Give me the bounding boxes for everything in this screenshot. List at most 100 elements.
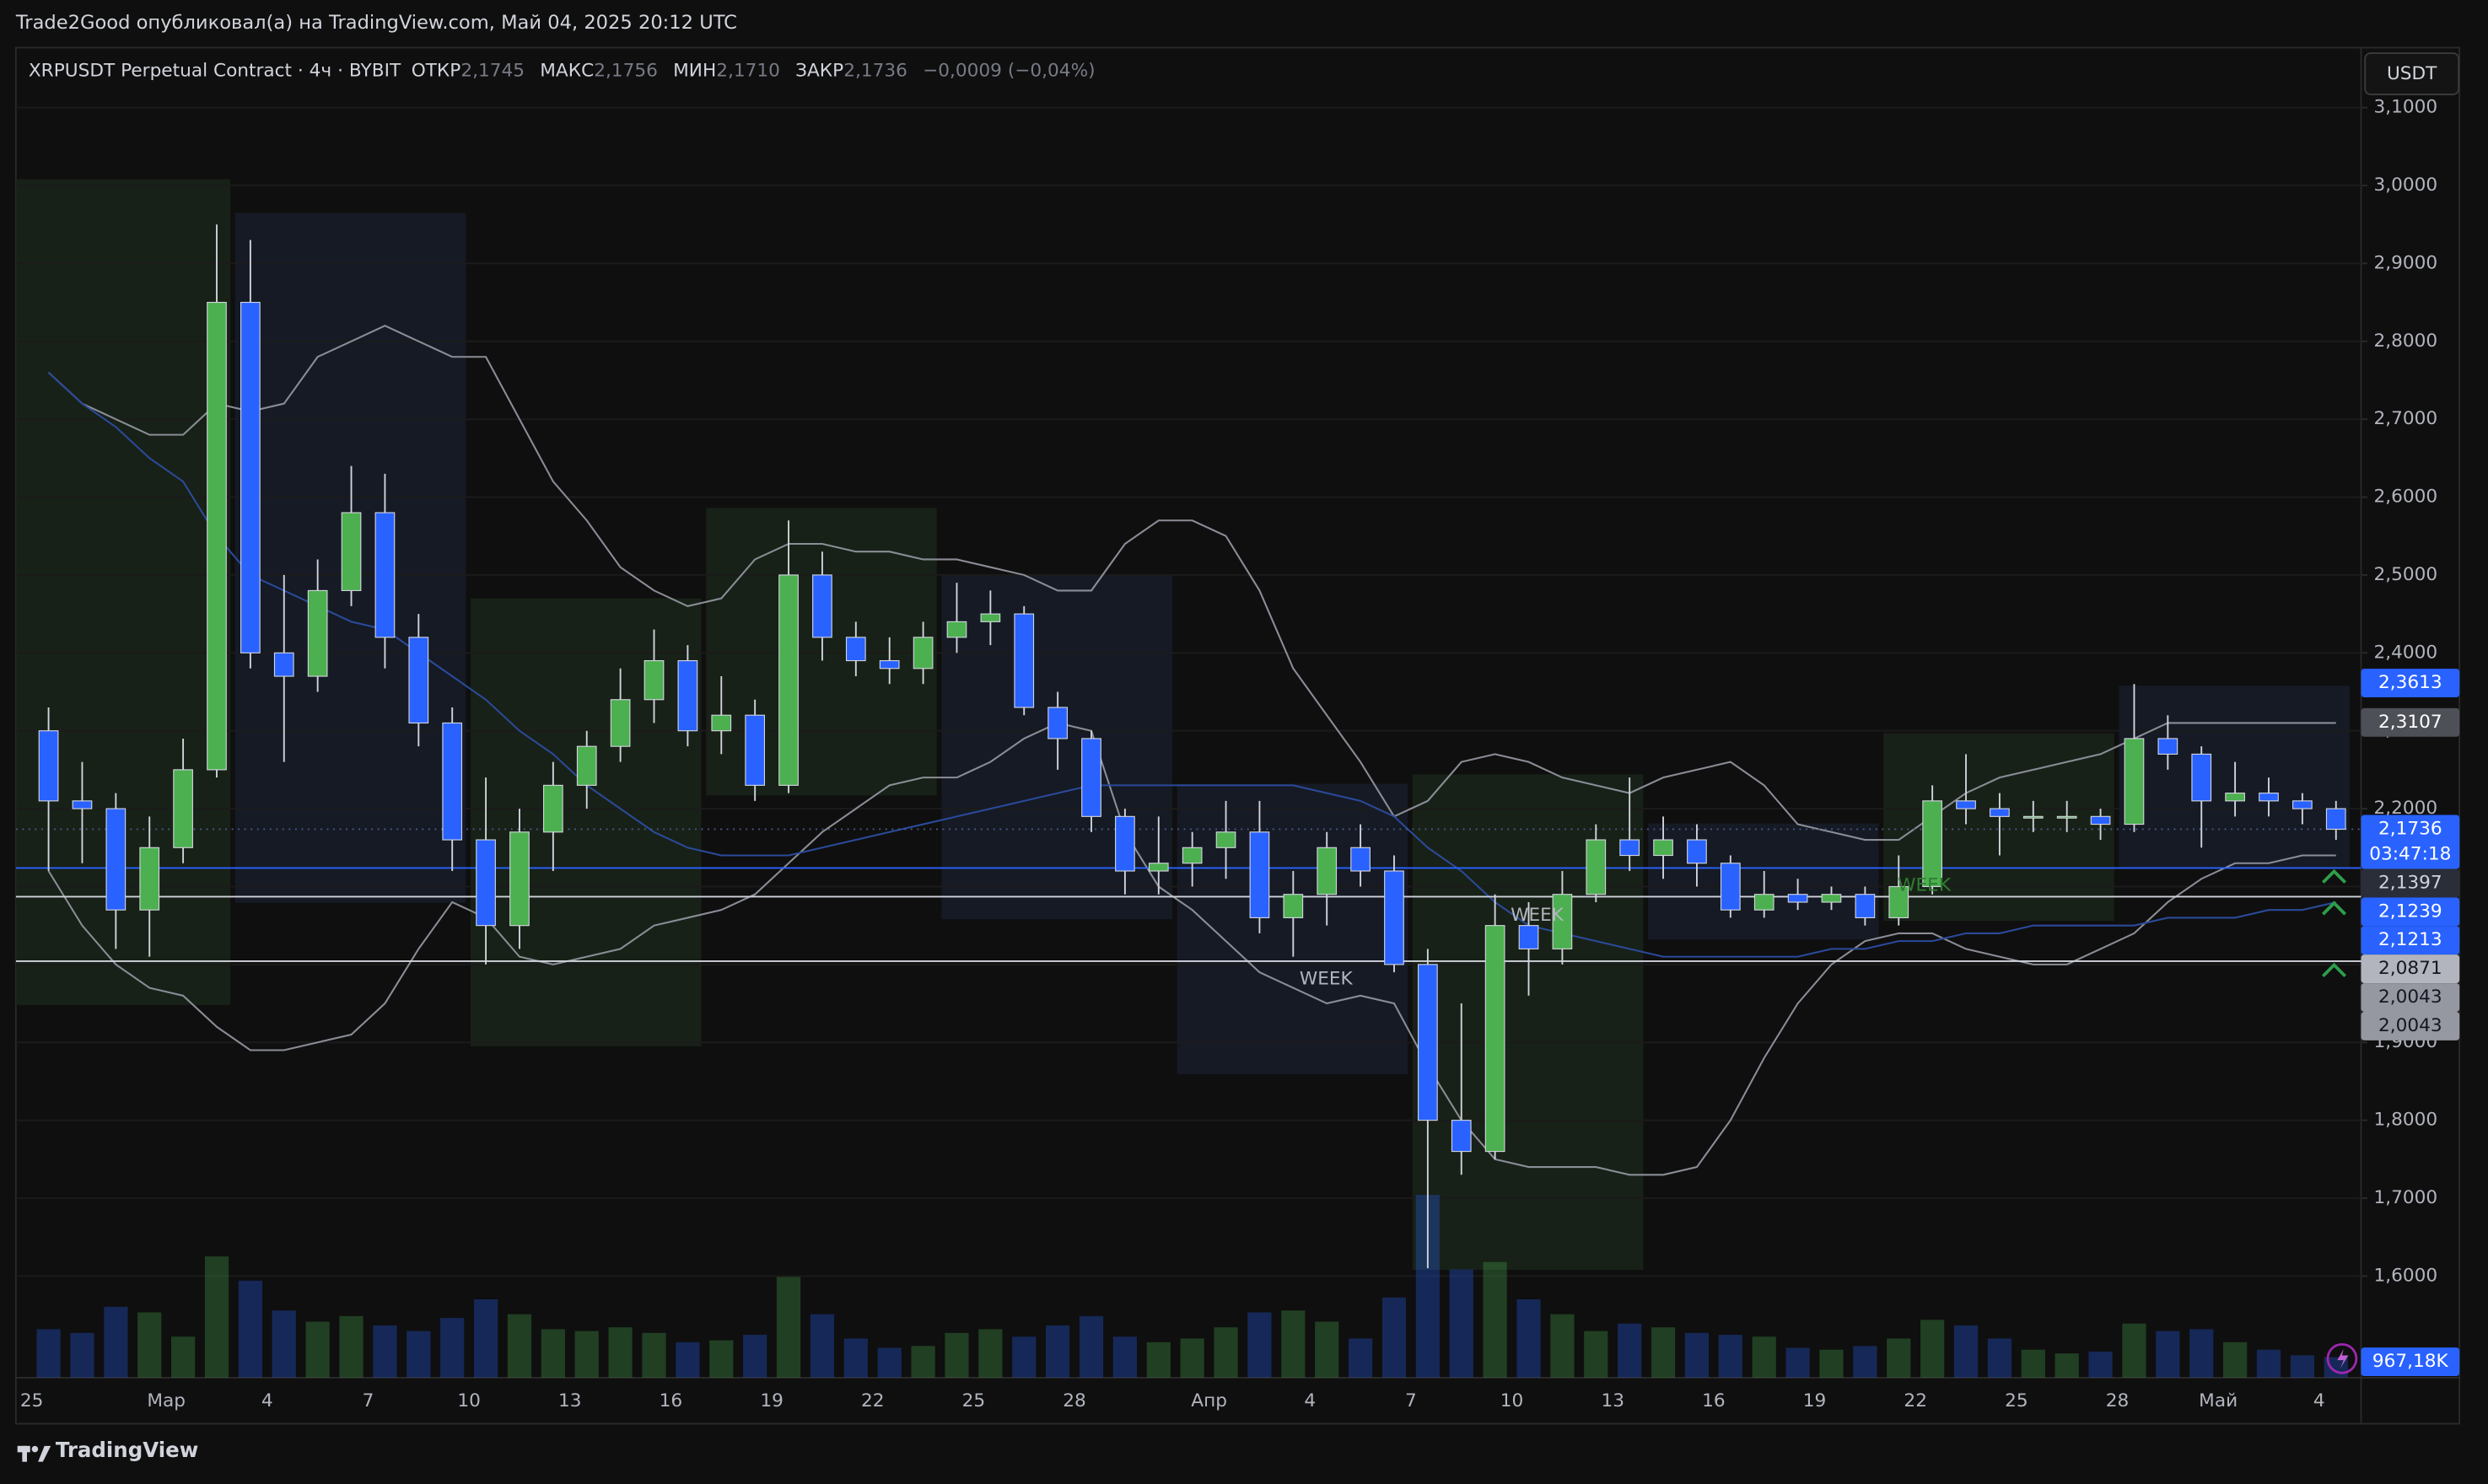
candle-body — [1720, 863, 1741, 911]
plot: WEEK WEEK WEEK — [15, 106, 2361, 1378]
x-tick-label: 16 — [1702, 1390, 1726, 1411]
candle-body — [240, 302, 261, 653]
volume-bar — [1887, 1338, 1911, 1378]
candle-body — [72, 800, 93, 809]
legend-value: 2,1745 — [460, 58, 525, 81]
x-tick-label: 10 — [457, 1390, 481, 1411]
brand-name: TradingView — [55, 1439, 199, 1464]
x-tick-label: Май — [2199, 1390, 2238, 1411]
weekly-box — [1177, 783, 1408, 1075]
volume-bar — [810, 1314, 835, 1378]
volume-bar — [339, 1315, 364, 1378]
candle-body — [273, 652, 294, 677]
candle-body — [139, 847, 160, 911]
volume-bar — [272, 1310, 296, 1378]
volume-bar — [2021, 1349, 2045, 1378]
volume-bar — [1214, 1327, 1238, 1378]
candle-body — [2022, 815, 2044, 819]
candle-body — [1014, 613, 1035, 708]
annotation: WEEK — [1300, 968, 1354, 989]
volume-label-box — [2361, 1347, 2460, 1376]
price-label: 2,3107 — [2378, 712, 2442, 733]
candle-body — [1552, 894, 1573, 949]
volume-bar — [843, 1338, 868, 1378]
volume-bar — [574, 1331, 599, 1378]
candle-body — [542, 784, 563, 833]
signal-chevron — [2322, 962, 2347, 977]
x-tick-label: 7 — [363, 1390, 374, 1411]
candle-body — [1350, 847, 1371, 872]
volume-bar — [137, 1312, 162, 1378]
x-tick-label: 4 — [261, 1390, 273, 1411]
candle-body — [845, 637, 866, 662]
annotation: WEEK — [1898, 874, 1952, 895]
volume-bar — [1920, 1320, 1945, 1378]
x-tick-label: 19 — [760, 1390, 784, 1411]
alert-icon[interactable] — [2326, 1342, 2358, 1374]
legend-key: ЗАКР — [795, 58, 844, 81]
candle-body — [476, 839, 496, 927]
x-tick-label: 25 — [20, 1390, 44, 1411]
candle-body — [1451, 1120, 1472, 1153]
x-tick-label: Апр — [1191, 1390, 1227, 1411]
volume-bar — [1516, 1298, 1541, 1378]
y-tick-label: 1,6000 — [2374, 1265, 2438, 1286]
volume-bar — [1348, 1338, 1373, 1378]
candle-body — [1687, 839, 1707, 864]
volume-bar — [1618, 1323, 1642, 1378]
volume-bar — [945, 1332, 969, 1378]
volume-bar — [1449, 1269, 1473, 1378]
volume-bar — [2122, 1323, 2146, 1378]
symbol-legend: XRPUSDT Perpetual Contract · 4ч · BYBIT … — [29, 59, 1105, 81]
volume-bar — [743, 1335, 767, 1378]
y-tick-label: 2,8000 — [2374, 331, 2438, 352]
candle-body — [2157, 738, 2178, 755]
weekly-box — [1648, 823, 1879, 940]
volume-bar — [911, 1346, 935, 1378]
volume-bar — [36, 1329, 61, 1378]
price-label-box — [2361, 954, 2460, 984]
x-tick-label: 22 — [861, 1390, 885, 1411]
volume-bar — [1315, 1321, 1339, 1378]
candle-body — [2225, 793, 2245, 802]
price-label-box — [2361, 1011, 2460, 1040]
y-tick-label: 2,6000 — [2374, 487, 2438, 508]
legend-key: ОТКР — [411, 58, 461, 81]
indicator-line — [47, 722, 2336, 1176]
price-label-box — [2361, 669, 2460, 698]
volume-bar — [1819, 1349, 1844, 1378]
alert-icon-bolt — [2337, 1348, 2349, 1368]
candle-body — [2090, 815, 2111, 825]
currency-button[interactable]: USDT — [2364, 52, 2460, 95]
price-label: 2,1239 — [2378, 901, 2442, 922]
price-countdown: 03:47:18 — [2369, 844, 2451, 865]
y-tick-label: 2,9000 — [2374, 252, 2438, 273]
x-tick-label: 7 — [1405, 1390, 1417, 1411]
axes: 1,60001,70001,80001,90002,00002,10002,20… — [20, 97, 2460, 1411]
candle-body — [2292, 800, 2313, 809]
candle-body — [1653, 839, 1673, 857]
candle-body — [1990, 808, 2010, 817]
volume-bar — [238, 1280, 262, 1378]
candle-body — [1148, 863, 1169, 872]
volume-bar — [709, 1340, 734, 1378]
signal-chevron — [2322, 868, 2347, 884]
x-tick-label: 28 — [2106, 1390, 2130, 1411]
candle-body — [1182, 847, 1203, 864]
candle-body — [509, 831, 530, 927]
y-tick-label: 1,7000 — [2374, 1187, 2438, 1208]
candle-body — [1283, 894, 1304, 918]
candle-body — [946, 621, 967, 638]
candle-body — [711, 714, 732, 732]
y-tick-label: 3,1000 — [2374, 97, 2438, 118]
y-tick-label: 1,8000 — [2374, 1110, 2438, 1131]
volume-bar — [2088, 1351, 2113, 1378]
legend-change: −0,0009 (−0,04%) — [923, 58, 1096, 81]
price-label: 2,1213 — [2378, 929, 2442, 950]
x-tick-label: 16 — [660, 1390, 683, 1411]
candle-body — [1821, 894, 1842, 903]
candle-body — [408, 637, 429, 724]
volume-bar — [305, 1321, 330, 1378]
x-tick-label: 13 — [558, 1390, 582, 1411]
